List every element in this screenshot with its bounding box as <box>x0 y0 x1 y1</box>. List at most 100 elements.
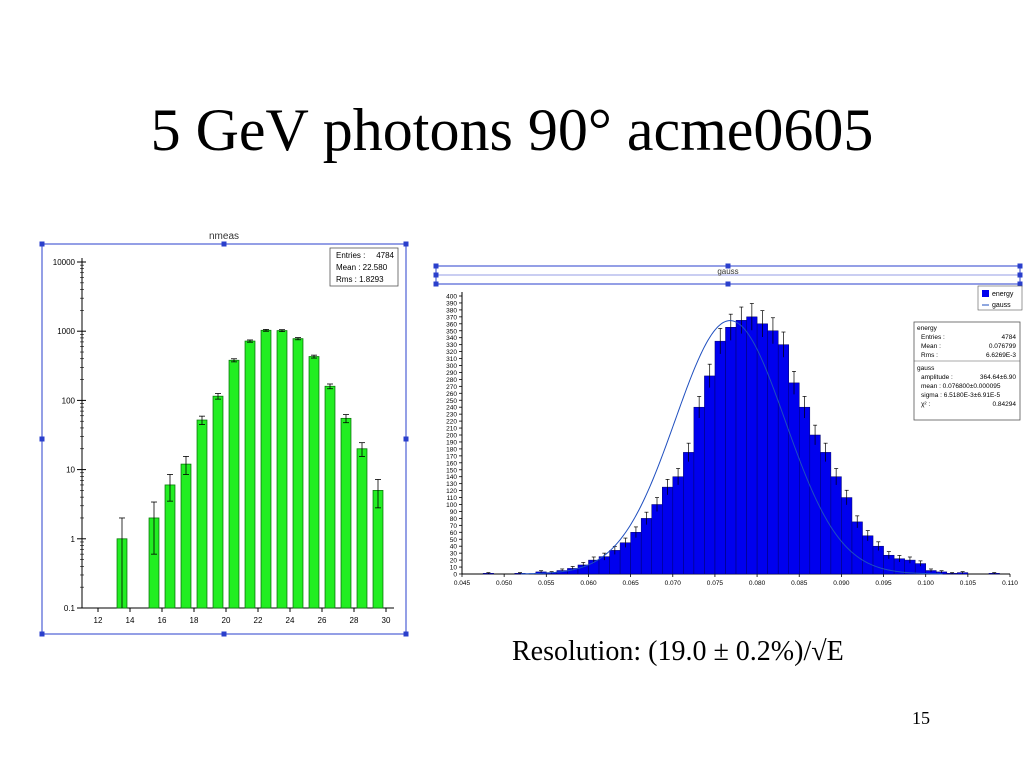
resize-handle[interactable] <box>433 281 439 287</box>
left-histogram-bar <box>340 417 352 609</box>
right-y-tick-label: 240 <box>446 405 457 412</box>
right-histogram-bar <box>683 452 695 575</box>
resize-handle[interactable] <box>221 631 227 637</box>
left-x-tick-label: 12 <box>94 616 103 625</box>
legend-gauss-label: gauss <box>992 302 1011 309</box>
right-x-tick-label: 0.075 <box>707 580 724 587</box>
left-y-tick-label: 100 <box>62 396 76 405</box>
right-x-tick-label: 0.085 <box>791 580 808 587</box>
right-histogram-bar <box>746 316 758 575</box>
gauss-amplitude-value: 364.64±6.90 <box>980 374 1016 381</box>
energy-stats-title: energy <box>917 325 938 332</box>
left-histogram-bar <box>356 448 368 609</box>
left-axes: 0.1 1 10 100 1000 10000 12 14 16 18 20 22 24 26 28 30 <box>53 258 394 625</box>
left-stats-mean: Mean : 22.580 <box>336 263 388 272</box>
resize-handle[interactable] <box>221 241 227 247</box>
right-chart-title: gauss <box>717 267 738 276</box>
left-histogram-bar <box>180 463 192 609</box>
left-histogram-bar <box>228 359 240 609</box>
left-histogram-bar <box>308 356 320 609</box>
resize-handle[interactable] <box>403 241 409 247</box>
page-number: 15 <box>912 708 930 728</box>
right-x-tick-label: 0.060 <box>580 580 597 587</box>
right-histogram-bar <box>851 521 863 575</box>
right-y-tick-label: 130 <box>446 481 457 488</box>
resize-handle[interactable] <box>1017 281 1023 287</box>
gauss-chi2-value: 0.84294 <box>993 401 1017 408</box>
right-histogram-bar <box>704 375 716 575</box>
right-histogram-bar <box>714 340 726 575</box>
right-histogram-bar <box>767 330 779 575</box>
resize-handle[interactable] <box>403 631 409 637</box>
resize-handle[interactable] <box>725 281 731 287</box>
right-y-tick-label: 100 <box>446 502 457 509</box>
resize-handle[interactable] <box>39 241 45 247</box>
energy-mean-label: Mean : <box>921 343 941 350</box>
right-y-tick-label: 140 <box>446 474 457 481</box>
right-y-tick-label: 380 <box>446 307 457 314</box>
left-frame-handles[interactable] <box>39 241 409 637</box>
left-histogram-bar <box>196 419 208 609</box>
left-x-tick-label: 20 <box>222 616 231 625</box>
right-x-tick-label: 0.070 <box>665 580 682 587</box>
right-x-tick-label: 0.045 <box>454 580 471 587</box>
right-x-tick-label: 0.090 <box>833 580 850 587</box>
right-histogram-bar <box>619 542 631 575</box>
left-y-tick-label: 1000 <box>57 327 75 336</box>
right-x-tick-label: 0.050 <box>496 580 513 587</box>
right-histogram-bar <box>788 382 800 575</box>
slide-title: 5 GeV photons 90° acme0605 <box>150 97 874 163</box>
left-stats-box: Entries : 4784 Mean : 22.580 Rms : 1.829… <box>329 247 399 287</box>
right-y-tick-label: 270 <box>446 384 457 391</box>
right-histogram-bar <box>841 497 853 575</box>
right-histogram-bar <box>735 320 747 575</box>
left-x-tick-label: 24 <box>286 616 295 625</box>
right-y-tick-label: 120 <box>446 488 457 495</box>
left-x-tick-label: 30 <box>382 616 391 625</box>
right-x-tick-label: 0.065 <box>622 580 639 587</box>
right-y-tick-label: 310 <box>446 356 457 363</box>
right-axes: 0102030405060708090100110120130140150160… <box>446 292 1018 587</box>
resize-handle[interactable] <box>403 436 409 442</box>
left-histogram-bar <box>276 330 288 609</box>
right-y-tick-label: 40 <box>450 544 458 551</box>
left-y-tick-label: 0.1 <box>64 604 76 613</box>
gauss-mean-row: mean : 0.076800±0.000095 <box>921 383 1001 390</box>
right-histogram-bar <box>799 406 811 575</box>
right-histogram-bar <box>693 406 705 575</box>
right-histogram-bar <box>725 327 737 575</box>
resize-handle[interactable] <box>39 631 45 637</box>
resize-handle[interactable] <box>1017 263 1023 269</box>
resize-handle[interactable] <box>725 263 731 269</box>
left-histogram-bar <box>292 338 304 609</box>
right-y-tick-label: 220 <box>446 419 457 426</box>
left-chart-title: nmeas <box>209 231 239 242</box>
right-y-tick-label: 160 <box>446 460 457 467</box>
resize-handle[interactable] <box>433 263 439 269</box>
right-y-tick-label: 70 <box>450 523 458 530</box>
right-histogram-bar <box>820 452 832 575</box>
right-y-tick-label: 350 <box>446 328 457 335</box>
right-y-tick-label: 230 <box>446 412 457 419</box>
left-x-tick-label: 16 <box>158 616 167 625</box>
right-y-tick-label: 90 <box>450 509 458 516</box>
right-y-tick-label: 250 <box>446 398 457 405</box>
right-y-tick-label: 370 <box>446 314 457 321</box>
gauss-stats-title: gauss <box>917 365 935 372</box>
left-x-tick-label: 28 <box>350 616 359 625</box>
right-y-tick-label: 60 <box>450 530 458 537</box>
left-x-tick-label: 14 <box>126 616 135 625</box>
left-x-tick-label: 18 <box>190 616 199 625</box>
right-histogram-bar <box>830 476 842 575</box>
gauss-amplitude-label: amplitude : <box>921 374 953 381</box>
right-y-tick-label: 150 <box>446 467 457 474</box>
right-stats-box: energy Entries : 4784 Mean : 0.076799 Rm… <box>913 321 1021 421</box>
resize-handle[interactable] <box>39 436 45 442</box>
right-y-tick-label: 400 <box>446 294 457 301</box>
right-x-tick-label: 0.105 <box>960 580 977 587</box>
right-y-tick-label: 0 <box>453 572 457 579</box>
left-y-tick-label: 10000 <box>53 258 76 267</box>
right-y-tick-label: 280 <box>446 377 457 384</box>
left-y-tick-label: 10 <box>66 466 75 475</box>
resolution-text: Resolution: (19.0 ± 0.2%)/√E <box>512 636 844 667</box>
